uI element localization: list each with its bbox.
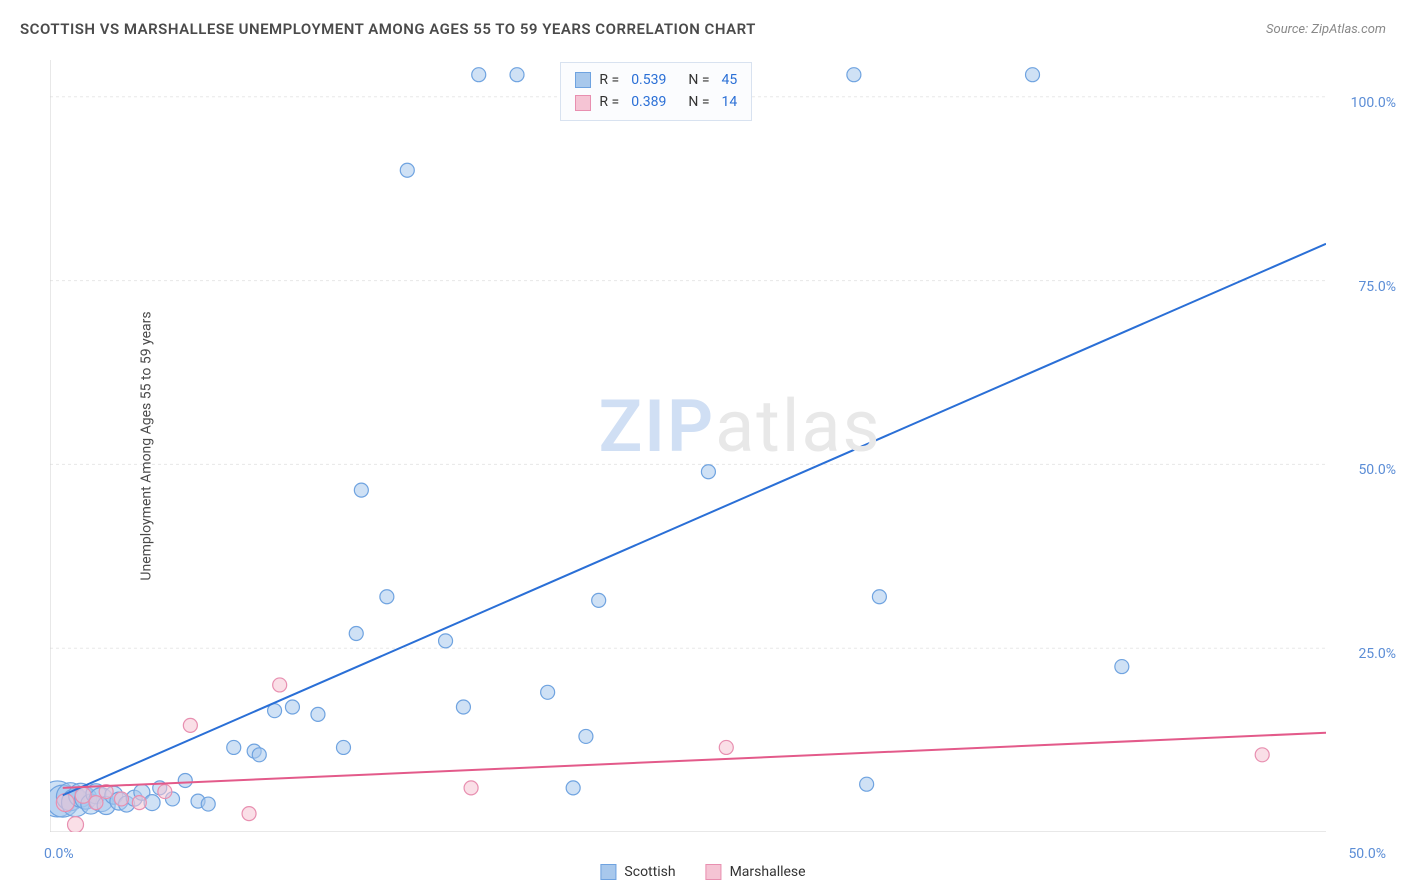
r-label: R =: [599, 69, 619, 91]
series-legend: Scottish Marshallese: [600, 864, 805, 880]
scatter-plot: ZIPatlas R =0.539 N =45 R =0.389 N =14 2…: [50, 60, 1326, 832]
chart-source: Source: ZipAtlas.com: [1266, 22, 1386, 37]
legend-label: Marshallese: [730, 864, 806, 880]
y-tick-label: 75.0%: [1358, 279, 1396, 295]
x-tick-label: 50.0%: [1348, 846, 1386, 862]
legend-item: Scottish: [600, 864, 675, 880]
r-value: 0.539: [631, 69, 666, 91]
legend-swatch: [575, 72, 591, 88]
n-label: N =: [688, 91, 709, 113]
y-tick-label: 25.0%: [1358, 646, 1396, 662]
legend-swatch: [600, 864, 616, 880]
legend-row: R = 0.389 N = 14: [575, 91, 737, 113]
y-tick-label: 50.0%: [1358, 462, 1396, 478]
plot-svg: [50, 60, 1326, 832]
n-value: 45: [722, 69, 738, 91]
legend-swatch: [575, 95, 591, 111]
legend-row: R = 0.539 N = 45: [575, 69, 737, 91]
chart-title: SCOTTISH VS MARSHALLESE UNEMPLOYMENT AMO…: [20, 20, 756, 38]
legend-swatch: [706, 864, 722, 880]
n-label: N =: [688, 69, 709, 91]
legend-item: Marshallese: [706, 864, 806, 880]
r-value: 0.389: [631, 91, 666, 113]
x-tick-label: 0.0%: [44, 846, 74, 862]
legend-label: Scottish: [624, 864, 675, 880]
correlation-legend: R = 0.539 N = 45 R = 0.389 N = 14: [560, 62, 752, 121]
n-value: 14: [722, 91, 738, 113]
r-label: R =: [599, 91, 619, 113]
y-tick-label: 100.0%: [1351, 95, 1396, 111]
